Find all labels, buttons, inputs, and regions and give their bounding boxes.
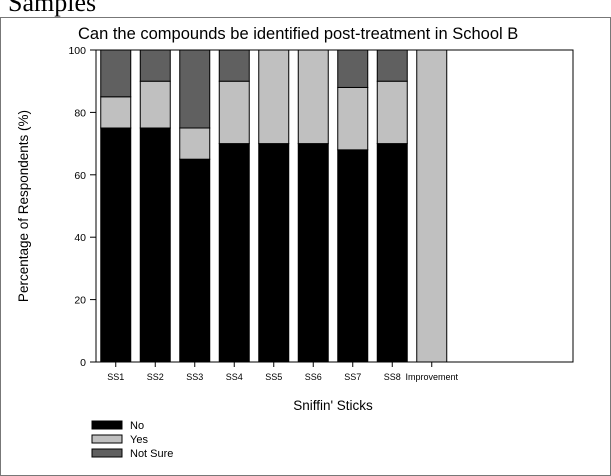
bar-yes-ss6: [297, 49, 329, 145]
legend-swatch: [91, 434, 123, 444]
bar-no-ss8: [376, 143, 408, 363]
bar-not-sure-ss1: [100, 49, 132, 98]
legend-swatch: [91, 420, 123, 430]
legend-swatch: [91, 448, 123, 458]
y-tick-label: 80: [74, 107, 86, 119]
y-axis-label: Percentage of Respondents (%): [16, 110, 31, 302]
x-tick-label: SS7: [344, 372, 361, 382]
x-tick-label: Improvement: [405, 372, 458, 382]
legend-label: Not Sure: [130, 448, 173, 460]
bar-not-sure-ss7: [337, 49, 369, 88]
bar-no-ss6: [297, 143, 329, 363]
bar-no-ss2: [139, 127, 171, 363]
y-tick-label: 0: [80, 357, 86, 369]
bar-not-sure-ss4: [218, 49, 250, 82]
caption-fragment: Samples: [0, 0, 611, 24]
bar-yes-improvement: [416, 49, 448, 363]
x-tick-label: SS5: [265, 372, 282, 382]
bar-yes-ss7: [337, 86, 369, 151]
caption-text: Samples: [8, 0, 97, 17]
plot-area: 0 20 40 60 80 100 SS1 SS2 SS3 SS4 SS5 SS6 SS7 SS8 Impr…: [68, 45, 574, 382]
bar-no-ss1: [100, 127, 132, 363]
bar-yes-ss8: [376, 80, 408, 145]
y-tick-label: 100: [68, 45, 86, 57]
legend-label: Yes: [130, 434, 148, 446]
x-tick-label: SS3: [186, 372, 203, 382]
y-tick-label: 60: [74, 170, 86, 182]
bar-no-ss3: [179, 158, 211, 363]
bar-no-ss5: [258, 143, 290, 363]
bar-no-ss4: [218, 143, 250, 363]
y-tick-label: 20: [74, 295, 86, 307]
x-axis-label: Sniffin' Sticks: [293, 398, 373, 413]
bar-yes-ss3: [179, 127, 211, 160]
x-tick-label: SS2: [147, 372, 164, 382]
plot-border: [95, 49, 574, 363]
bar-yes-ss1: [100, 96, 132, 129]
x-tick-label: SS4: [226, 372, 243, 382]
bar-yes-ss2: [139, 80, 171, 129]
bar-not-sure-ss8: [376, 49, 408, 82]
legend-label: No: [130, 420, 144, 432]
y-tick-label: 40: [74, 232, 86, 244]
chart-title: Can the compounds be identified post-tre…: [78, 25, 518, 43]
bar-not-sure-ss3: [179, 49, 211, 129]
x-tick-label: SS6: [305, 372, 322, 382]
x-tick-label: SS8: [384, 372, 401, 382]
bar-yes-ss4: [218, 80, 250, 145]
legend: No Yes Not Sure: [91, 420, 173, 460]
bar-no-ss7: [337, 149, 369, 363]
x-tick-label: SS1: [107, 372, 124, 382]
bar-not-sure-ss2: [139, 49, 171, 82]
bar-yes-ss5: [258, 49, 290, 145]
